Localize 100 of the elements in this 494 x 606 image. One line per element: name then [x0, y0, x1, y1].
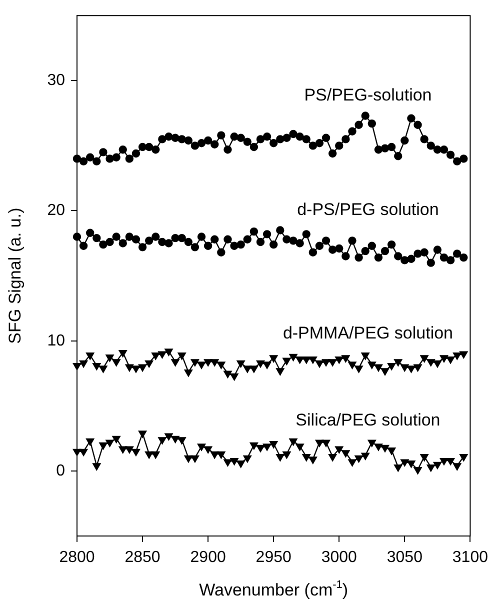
point	[197, 362, 206, 369]
point	[164, 433, 173, 441]
point	[433, 246, 442, 254]
point	[171, 436, 180, 444]
point	[230, 373, 238, 381]
point	[190, 142, 200, 150]
x-tick-label: 3000	[321, 549, 358, 566]
point	[92, 463, 101, 470]
point	[79, 360, 88, 368]
point	[184, 238, 193, 246]
point	[322, 359, 330, 366]
point	[426, 359, 436, 366]
point	[296, 444, 304, 451]
point	[374, 364, 383, 372]
point	[79, 157, 88, 166]
point	[99, 442, 108, 450]
point	[342, 252, 350, 260]
point	[368, 242, 376, 250]
point	[171, 234, 180, 242]
point	[380, 144, 390, 152]
point	[224, 235, 232, 244]
point	[79, 448, 88, 456]
point	[144, 236, 154, 245]
point	[79, 242, 88, 250]
point	[407, 366, 416, 373]
point	[158, 238, 166, 246]
point	[256, 135, 265, 144]
point	[420, 248, 428, 256]
point	[197, 444, 206, 451]
point	[204, 446, 212, 454]
point	[144, 360, 154, 368]
point	[178, 352, 186, 360]
point	[164, 132, 173, 141]
point	[217, 451, 226, 459]
point	[322, 440, 330, 448]
point	[387, 362, 396, 370]
point	[407, 114, 416, 122]
point	[296, 356, 304, 364]
point	[315, 242, 324, 250]
point	[433, 462, 442, 470]
point	[374, 146, 383, 154]
point	[112, 436, 120, 444]
point	[256, 360, 265, 368]
point	[446, 256, 455, 264]
series-label: d-PMMA/PEG solution	[282, 324, 454, 343]
point	[92, 157, 101, 166]
point	[302, 135, 310, 144]
y-tick-label: 0	[56, 462, 66, 480]
point	[394, 152, 402, 160]
point	[99, 240, 108, 249]
point	[125, 232, 134, 241]
point	[452, 250, 462, 258]
point	[282, 134, 291, 142]
point	[262, 230, 272, 238]
point	[460, 351, 468, 359]
point	[387, 142, 396, 152]
point	[328, 246, 337, 254]
x-tick-label: 2850	[124, 549, 160, 566]
point	[224, 459, 232, 467]
point	[380, 246, 390, 256]
point	[387, 240, 396, 249]
point	[125, 364, 134, 372]
point	[86, 228, 94, 237]
point	[112, 153, 120, 162]
y-axis-title: SFG Signal (a. u.)	[6, 208, 25, 344]
point	[197, 232, 206, 241]
point	[99, 148, 108, 156]
point	[106, 154, 114, 163]
point	[152, 451, 160, 459]
point	[282, 358, 291, 366]
point	[348, 236, 356, 245]
point	[414, 250, 422, 258]
point	[118, 239, 127, 248]
point	[158, 351, 166, 359]
point	[262, 132, 272, 141]
point	[302, 230, 310, 238]
point	[289, 236, 298, 245]
point	[144, 142, 154, 152]
point	[178, 234, 186, 242]
point	[335, 446, 344, 454]
point	[236, 460, 245, 468]
point	[433, 360, 442, 368]
point	[118, 446, 128, 454]
point	[171, 134, 180, 142]
point	[72, 154, 82, 163]
point	[296, 132, 304, 141]
point	[400, 136, 409, 145]
x-tick-label: 3100	[452, 549, 488, 566]
point	[420, 135, 428, 144]
point	[348, 362, 356, 369]
point	[230, 132, 238, 141]
point	[361, 352, 370, 360]
point	[440, 146, 448, 154]
point	[282, 235, 291, 244]
point	[125, 446, 134, 454]
point	[72, 448, 82, 456]
point	[361, 246, 370, 256]
point	[440, 458, 448, 466]
point	[86, 352, 94, 360]
point	[308, 356, 318, 364]
